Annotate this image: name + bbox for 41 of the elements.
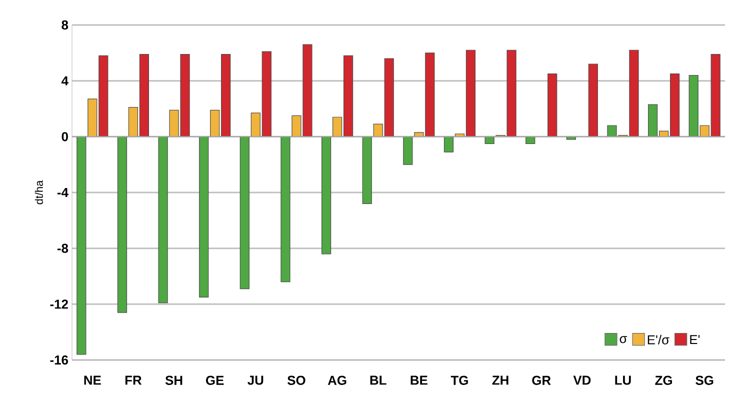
bar xyxy=(588,64,598,137)
bar xyxy=(158,136,168,304)
y-tick-label: -8 xyxy=(57,244,68,253)
y-tick-label: -12 xyxy=(50,300,68,309)
x-tick-label: GR xyxy=(532,376,551,385)
legend-label: σ xyxy=(620,336,628,344)
bar xyxy=(362,136,372,204)
y-axis-title: dt/ha xyxy=(34,180,43,204)
bar xyxy=(484,136,494,144)
x-tick-label: JU xyxy=(248,376,264,385)
x-tick-label: TG xyxy=(450,376,468,385)
bar xyxy=(403,136,413,165)
y-tick-label: -16 xyxy=(50,355,68,365)
bar xyxy=(117,136,128,313)
x-tick-label: ZH xyxy=(492,376,508,385)
y-tick-label: 4 xyxy=(61,76,68,86)
bar xyxy=(526,136,536,144)
y-tick-label: -4 xyxy=(57,188,68,197)
bar xyxy=(548,74,558,137)
y-tick-label: 8 xyxy=(62,20,68,30)
bar xyxy=(280,136,290,282)
x-tick-label: FR xyxy=(125,376,142,385)
x-tick-label: BL xyxy=(370,376,386,385)
x-tick-label: LU xyxy=(615,376,631,385)
x-tick-label: NE xyxy=(84,376,101,385)
x-tick-label: AG xyxy=(328,376,346,385)
bar xyxy=(444,136,454,152)
x-tick-label: GE xyxy=(206,376,224,385)
legend-label: E'/σ xyxy=(648,334,670,344)
x-tick-label: BE xyxy=(410,376,428,385)
bar xyxy=(76,136,86,355)
x-tick-label: SG xyxy=(696,376,714,385)
x-tick-label: VD xyxy=(573,376,591,385)
x-tick-label: SO xyxy=(287,376,306,385)
bar xyxy=(321,136,332,254)
legend-label: E' xyxy=(690,335,700,344)
bar xyxy=(240,136,250,290)
y-tick-label: 0 xyxy=(62,132,68,142)
bar xyxy=(199,136,209,298)
x-tick-label: SH xyxy=(165,376,182,385)
x-tick-label: ZG xyxy=(655,376,672,385)
